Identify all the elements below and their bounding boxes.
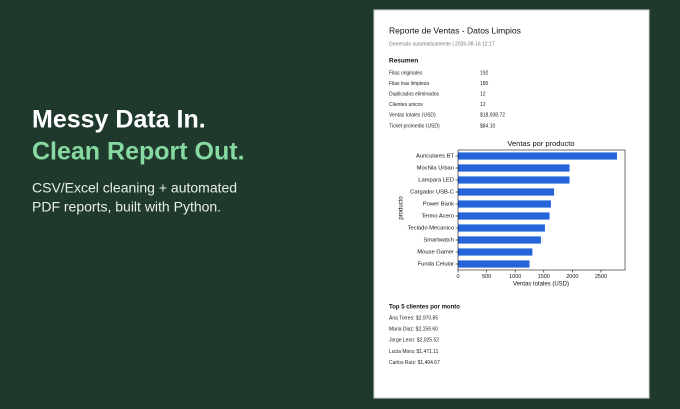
x-tick-label: 0 (456, 274, 459, 280)
headline-accent: Clean Report Out. (32, 138, 245, 166)
bar (458, 164, 570, 172)
bar (458, 212, 550, 220)
report-title: Reporte de Ventas - Datos Limpios (389, 25, 521, 35)
bar (458, 188, 555, 196)
bar (458, 224, 545, 232)
headline: Messy Data In. (32, 106, 206, 134)
tagline: CSV/Excel cleaning + automated (32, 180, 237, 196)
x-tick-label: 500 (482, 274, 491, 280)
summary-label: Filas originales (389, 70, 423, 76)
client-item: Jorge Leon: $2,025.52 (389, 338, 439, 344)
x-tick-label: 2000 (566, 274, 578, 280)
y-tick-label: Cargador USB-C (410, 190, 454, 196)
y-tick-label: Power Bank (423, 202, 454, 208)
x-axis-label: Ventas totales (USD) (513, 282, 569, 288)
client-item: Carlos Ruiz: $1,404.67 (389, 360, 440, 366)
y-tick-label: Termo Acero (421, 214, 454, 220)
y-tick-label: Auriculares BT (416, 154, 454, 160)
x-tick-label: 1000 (509, 274, 521, 280)
summary-label: Duplicados eliminados (389, 92, 440, 98)
x-tick-label: 2500 (595, 274, 607, 280)
summary-value: 192 (480, 70, 489, 76)
bar (458, 152, 617, 160)
y-tick-label: Funda Celular (418, 262, 454, 268)
y-tick-label: Mouse Gamer (417, 250, 454, 256)
bar (458, 260, 530, 268)
bar (458, 200, 551, 208)
summary-value: 12 (480, 102, 486, 108)
bar (458, 248, 533, 256)
client-item: Lucia Mora: $1,471.11 (389, 349, 439, 355)
client-item: Ana Torres: $2,970.85 (389, 315, 438, 321)
summary-value: $18,938.72 (480, 113, 505, 119)
y-tick-label: Smartwatch (423, 238, 454, 244)
summary-value: $84.10 (480, 123, 496, 129)
y-tick-label: Lampara LED (418, 178, 454, 184)
summary-label: Ventas totales (USD) (389, 113, 436, 119)
plot-frame (457, 149, 626, 271)
bar (458, 176, 570, 184)
client-item: Maria Diaz: $2,159.60 (389, 327, 438, 333)
summary-label: Ticket promedio (USD) (389, 123, 440, 129)
y-tick-label: Mochila Urban (417, 166, 454, 172)
chart-title: Ventas por producto (507, 139, 574, 148)
top-clients-heading: Top 5 clientes por monto (389, 305, 460, 311)
y-tick-label: Teclado Mecanico (408, 226, 454, 232)
x-tick-label: 1500 (538, 274, 550, 280)
summary-heading: Resumen (389, 58, 418, 65)
summary-value: 180 (480, 81, 489, 87)
summary-label: Filas tras limpieza (389, 81, 429, 87)
bar (458, 236, 541, 244)
y-axis-label: producto (399, 196, 405, 220)
tagline: PDF reports, built with Python. (32, 199, 221, 215)
summary-label: Clientes unicos (389, 102, 423, 108)
report-subtitle: Generado automaticamente | 2026-08-16 12… (389, 41, 495, 47)
summary-value: 12 (480, 92, 486, 98)
